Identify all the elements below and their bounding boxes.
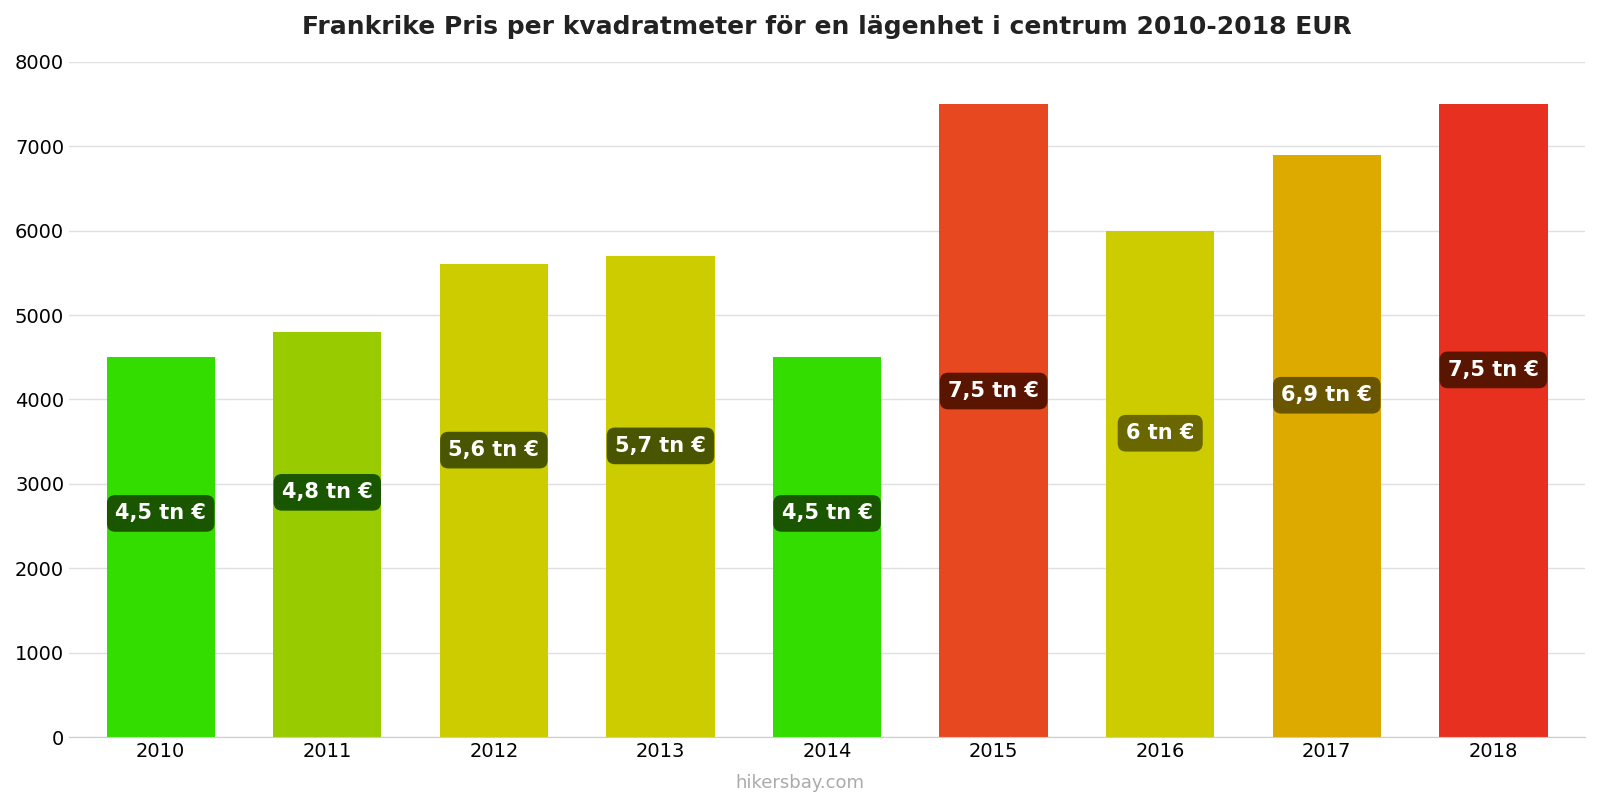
Bar bbox=[440, 264, 549, 737]
Bar bbox=[107, 358, 214, 737]
Bar bbox=[939, 104, 1048, 737]
Text: 4,5 tn €: 4,5 tn € bbox=[782, 503, 872, 523]
Title: Frankrike Pris per kvadratmeter för en lägenhet i centrum 2010-2018 EUR: Frankrike Pris per kvadratmeter för en l… bbox=[302, 15, 1352, 39]
Text: 4,8 tn €: 4,8 tn € bbox=[282, 482, 373, 502]
Bar bbox=[773, 358, 882, 737]
Bar bbox=[1106, 230, 1214, 737]
Text: 5,7 tn €: 5,7 tn € bbox=[614, 436, 706, 456]
Text: 4,5 tn €: 4,5 tn € bbox=[115, 503, 206, 523]
Text: 5,6 tn €: 5,6 tn € bbox=[448, 440, 539, 460]
Bar bbox=[1272, 154, 1381, 737]
Bar bbox=[274, 332, 381, 737]
Text: 7,5 tn €: 7,5 tn € bbox=[949, 381, 1038, 401]
Text: 6 tn €: 6 tn € bbox=[1126, 423, 1195, 443]
Bar bbox=[1440, 104, 1547, 737]
Text: 7,5 tn €: 7,5 tn € bbox=[1448, 360, 1539, 380]
Text: hikersbay.com: hikersbay.com bbox=[736, 774, 864, 792]
Text: 6,9 tn €: 6,9 tn € bbox=[1282, 386, 1373, 406]
Bar bbox=[606, 256, 715, 737]
